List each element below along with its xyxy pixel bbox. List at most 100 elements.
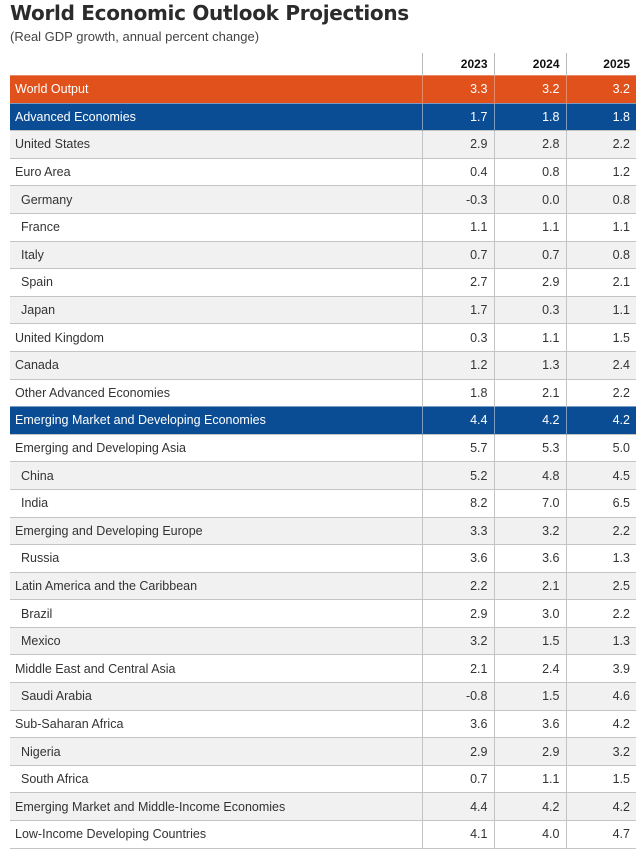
- value-cell: 1.3: [565, 544, 636, 573]
- table-row: France 1.1 1.1 1.1: [10, 212, 636, 242]
- value-cell: 2.4: [493, 654, 566, 683]
- table-row: Russia 3.6 3.6 1.3: [10, 544, 636, 573]
- value-cell: 4.6: [565, 682, 636, 711]
- value-cell: 3.3: [421, 75, 494, 104]
- value-cell: 0.8: [565, 240, 636, 269]
- row-label: United States: [10, 130, 422, 159]
- value-cell: 4.2: [565, 406, 636, 435]
- row-label: Spain: [10, 268, 422, 297]
- value-cell: -0.3: [421, 185, 494, 214]
- row-label: Japan: [10, 295, 422, 324]
- value-cell: 2.5: [565, 571, 636, 600]
- value-cell: 5.3: [493, 433, 566, 462]
- value-cell: 4.4: [421, 406, 494, 435]
- row-label: World Output: [10, 75, 422, 104]
- table-row: Middle East and Central Asia 2.1 2.4 3.9: [10, 654, 636, 683]
- row-label: South Africa: [10, 764, 422, 793]
- value-cell: 1.1: [565, 295, 636, 324]
- value-cell: 4.4: [421, 792, 494, 821]
- row-label: Emerging Market and Middle-Income Econom…: [10, 792, 422, 821]
- value-cell: 6.5: [565, 488, 636, 517]
- row-label: Latin America and the Caribbean: [10, 571, 422, 600]
- value-cell: 1.5: [565, 323, 636, 352]
- table-row: South Africa 0.7 1.1 1.5: [10, 764, 636, 793]
- value-cell: 2.9: [493, 268, 566, 297]
- value-cell: -0.8: [421, 682, 494, 711]
- table-row: Latin America and the Caribbean 2.2 2.1 2.5: [10, 571, 636, 600]
- row-label: Germany: [10, 185, 422, 214]
- row-label: Advanced Economies: [10, 102, 422, 131]
- row-label: Emerging and Developing Europe: [10, 516, 422, 545]
- value-cell: 1.5: [565, 764, 636, 793]
- table-row: India 8.2 7.0 6.5: [10, 488, 636, 517]
- row-label: Italy: [10, 240, 422, 269]
- value-cell: 4.7: [565, 820, 636, 849]
- value-cell: 3.6: [493, 709, 566, 738]
- row-label: Russia: [10, 544, 422, 573]
- table-row: Germany -0.3 0.0 0.8: [10, 185, 636, 214]
- value-cell: 2.7: [421, 268, 494, 297]
- row-label: Euro Area: [10, 157, 422, 186]
- value-cell: 3.6: [493, 544, 566, 573]
- value-cell: 2.4: [565, 350, 636, 380]
- value-cell: 2.1: [565, 268, 636, 297]
- table-row: Emerging and Developing Europe 3.3 3.2 2.2: [10, 516, 636, 545]
- value-cell: 4.8: [493, 461, 566, 490]
- value-cell: 1.1: [565, 212, 636, 242]
- value-cell: 2.8: [493, 130, 566, 159]
- value-cell: 1.3: [493, 350, 566, 380]
- row-label: United Kingdom: [10, 323, 422, 352]
- table-row: Euro Area 0.4 0.8 1.2: [10, 157, 636, 186]
- value-cell: 5.0: [565, 433, 636, 462]
- table-row: Sub-Saharan Africa 3.6 3.6 4.2: [10, 709, 636, 738]
- value-cell: 1.5: [493, 626, 566, 655]
- value-cell: 0.0: [493, 185, 566, 214]
- row-label: Emerging Market and Developing Economies: [10, 406, 422, 435]
- value-cell: 5.7: [421, 433, 494, 462]
- row-label: Brazil: [10, 599, 422, 628]
- value-cell: 3.6: [421, 709, 494, 738]
- value-cell: 5.2: [421, 461, 494, 490]
- value-cell: 2.9: [421, 737, 494, 766]
- table-row: Italy 0.7 0.7 0.8: [10, 240, 636, 269]
- value-cell: 3.2: [565, 737, 636, 766]
- value-cell: 0.3: [493, 295, 566, 324]
- table-row: Emerging Market and Developing Economies…: [10, 406, 636, 435]
- value-cell: 4.5: [565, 461, 636, 490]
- value-cell: 3.6: [421, 544, 494, 573]
- value-cell: 8.2: [421, 488, 494, 517]
- value-cell: 4.2: [493, 792, 566, 821]
- value-cell: 4.2: [565, 792, 636, 821]
- value-cell: 2.9: [421, 130, 494, 159]
- value-cell: 3.2: [493, 75, 566, 104]
- header-row: 2023 2024 2025: [10, 53, 636, 76]
- row-label: Middle East and Central Asia: [10, 654, 422, 683]
- row-label: Sub-Saharan Africa: [10, 709, 422, 738]
- page-title: World Economic Outlook Projections: [10, 1, 409, 25]
- value-cell: 2.2: [565, 516, 636, 545]
- header-blank: [10, 53, 422, 76]
- row-label: Nigeria: [10, 737, 422, 766]
- value-cell: 3.3: [421, 516, 494, 545]
- value-cell: 1.7: [421, 295, 494, 324]
- value-cell: 0.7: [493, 240, 566, 269]
- value-cell: 3.0: [493, 599, 566, 628]
- table-row: Brazil 2.9 3.0 2.2: [10, 599, 636, 628]
- value-cell: 0.3: [421, 323, 494, 352]
- table-row: Canada 1.2 1.3 2.4: [10, 350, 636, 380]
- value-cell: 0.7: [421, 240, 494, 269]
- value-cell: 4.1: [421, 820, 494, 849]
- row-label: China: [10, 461, 422, 490]
- value-cell: 0.8: [565, 185, 636, 214]
- value-cell: 0.8: [493, 157, 566, 186]
- value-cell: 1.2: [421, 350, 494, 380]
- value-cell: 7.0: [493, 488, 566, 517]
- row-label: India: [10, 488, 422, 517]
- projections-table: 2023 2024 2025 World Output 3.3 3.2 3.2 Adva…: [10, 53, 636, 849]
- value-cell: 3.2: [565, 75, 636, 104]
- value-cell: 3.9: [565, 654, 636, 683]
- value-cell: 1.8: [493, 102, 566, 131]
- table-row: Nigeria 2.9 2.9 3.2: [10, 737, 636, 766]
- table-row: Advanced Economies 1.7 1.8 1.8: [10, 102, 636, 131]
- value-cell: 2.2: [565, 599, 636, 628]
